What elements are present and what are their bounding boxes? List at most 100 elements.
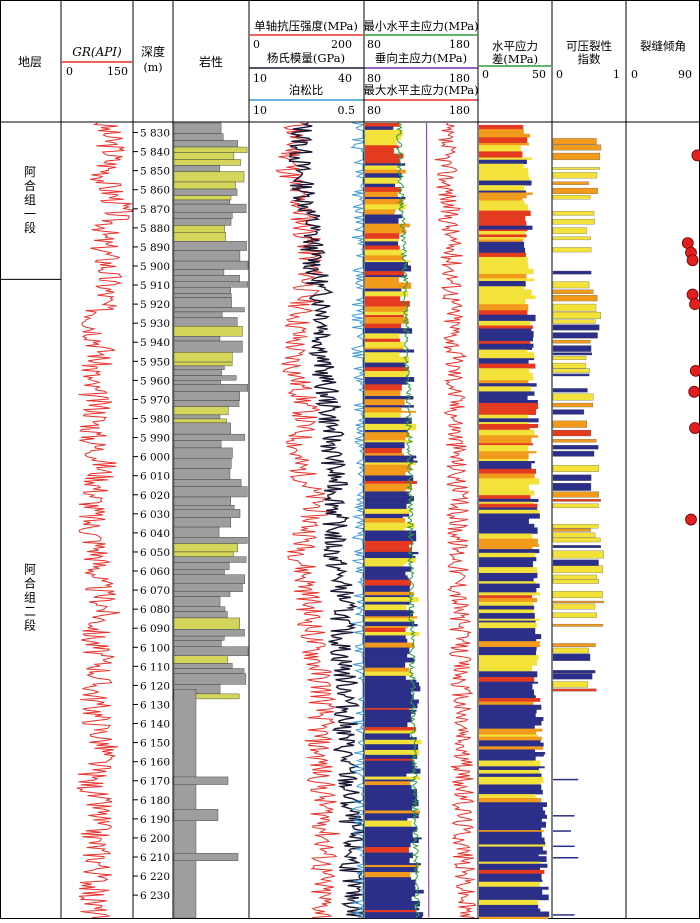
stress-band: [365, 509, 410, 514]
lithology-bed: [174, 140, 238, 147]
depth-tick-label: 6 040: [140, 528, 170, 540]
stress-band: [365, 554, 412, 556]
depth-tick-label: 6 230: [140, 890, 170, 902]
stress-band: [365, 396, 413, 399]
diff-band: [479, 337, 533, 341]
depth-tick-label: 6 210: [140, 852, 170, 864]
frac-band: [553, 914, 575, 916]
stress-band: [365, 173, 402, 178]
diff-band: [479, 578, 534, 582]
stress-band: [365, 680, 416, 683]
diff-band: [479, 329, 531, 332]
diff-header-2: 差(MPa): [492, 52, 538, 66]
stress-band: [365, 218, 398, 224]
diff-band: [479, 735, 538, 737]
diff-band: [479, 768, 539, 770]
diff-band: [479, 459, 528, 461]
ucs-max: 200: [331, 38, 352, 51]
diff-band: [479, 856, 547, 862]
stress-band: [365, 867, 417, 872]
stress-fill: [365, 123, 424, 918]
stress-band: [365, 556, 415, 558]
lithology-bed: [174, 391, 240, 400]
diff-band: [479, 651, 536, 656]
depth-tick-label: 6 100: [140, 642, 170, 654]
stress-band: [365, 548, 412, 553]
diff-band: [479, 341, 530, 344]
stress-band: [365, 440, 413, 442]
depth-tick-label: 6 080: [140, 604, 170, 616]
stress-band: [365, 123, 399, 127]
formation-label-char: 组: [24, 193, 36, 207]
stress-band: [365, 761, 414, 764]
lithology-bed: [174, 352, 232, 362]
stress-band: [365, 821, 412, 827]
stress-band: [365, 654, 407, 658]
frac-band: [553, 237, 591, 240]
frac-band: [553, 538, 600, 542]
frac-band: [553, 451, 594, 456]
lithology-bed: [174, 607, 225, 612]
lithology-bed: [174, 376, 236, 381]
diff-band: [479, 478, 539, 484]
frac-band: [553, 779, 578, 781]
lithology-bed: [174, 165, 220, 171]
diff-band: [479, 499, 538, 502]
diff-band: [479, 469, 536, 474]
lithology-bed: [174, 241, 247, 250]
frac-band: [553, 533, 595, 538]
frac-band: [553, 492, 599, 498]
stress-band: [365, 843, 411, 848]
fracture-dip-points: [682, 150, 700, 525]
dip-min: 0: [631, 68, 638, 81]
diff-band: [479, 129, 524, 134]
diff-band: [479, 177, 530, 181]
diff-band: [479, 326, 533, 329]
diff-band: [479, 746, 543, 749]
depth-tick-label: 6 070: [140, 585, 170, 597]
depth-tick-label: 5 870: [140, 204, 170, 216]
stress-band: [365, 763, 415, 768]
frac-band: [553, 465, 599, 472]
diff-band: [479, 278, 534, 281]
lithology-bed: [174, 147, 247, 153]
diff-band: [479, 573, 537, 578]
stress-band: [365, 320, 409, 324]
diff-band: [479, 851, 547, 855]
stress-band: [365, 315, 404, 317]
diff-band: [479, 677, 534, 682]
frac-band: [553, 247, 591, 252]
stress-band: [365, 324, 401, 329]
stress-band: [365, 759, 413, 761]
depth-tick-label: 6 160: [140, 757, 170, 769]
diff-band: [479, 900, 538, 905]
depth-tick-label: 5 930: [140, 318, 170, 330]
diff-band: [479, 331, 534, 337]
stress-band: [365, 694, 414, 700]
diff-band: [479, 867, 540, 870]
diff-band: [479, 364, 535, 369]
diff-band: [479, 628, 535, 634]
diff-band: [479, 207, 528, 211]
lithology-bed: [174, 479, 241, 486]
stress-band: [365, 456, 416, 459]
lithology-bed: [174, 505, 234, 509]
diff-band: [479, 435, 538, 437]
stress-band: [365, 818, 407, 821]
stress-band: [365, 437, 405, 440]
stress-band: [365, 912, 423, 917]
stress-band: [365, 622, 414, 625]
frac-band: [553, 282, 589, 288]
stress-band: [365, 604, 406, 610]
formation-label-char: 段: [24, 220, 36, 235]
lithology-bed: [174, 213, 232, 219]
stress-band: [365, 714, 411, 718]
frac-band: [553, 624, 603, 626]
sv-header: 垂向主应力(MPa): [375, 51, 467, 65]
diff-band: [479, 453, 529, 459]
frac-band: [553, 601, 604, 603]
diff-band: [479, 391, 534, 395]
depth-tick-label: 6 030: [140, 509, 170, 521]
stress-band: [365, 682, 419, 686]
diff-band: [479, 619, 540, 621]
